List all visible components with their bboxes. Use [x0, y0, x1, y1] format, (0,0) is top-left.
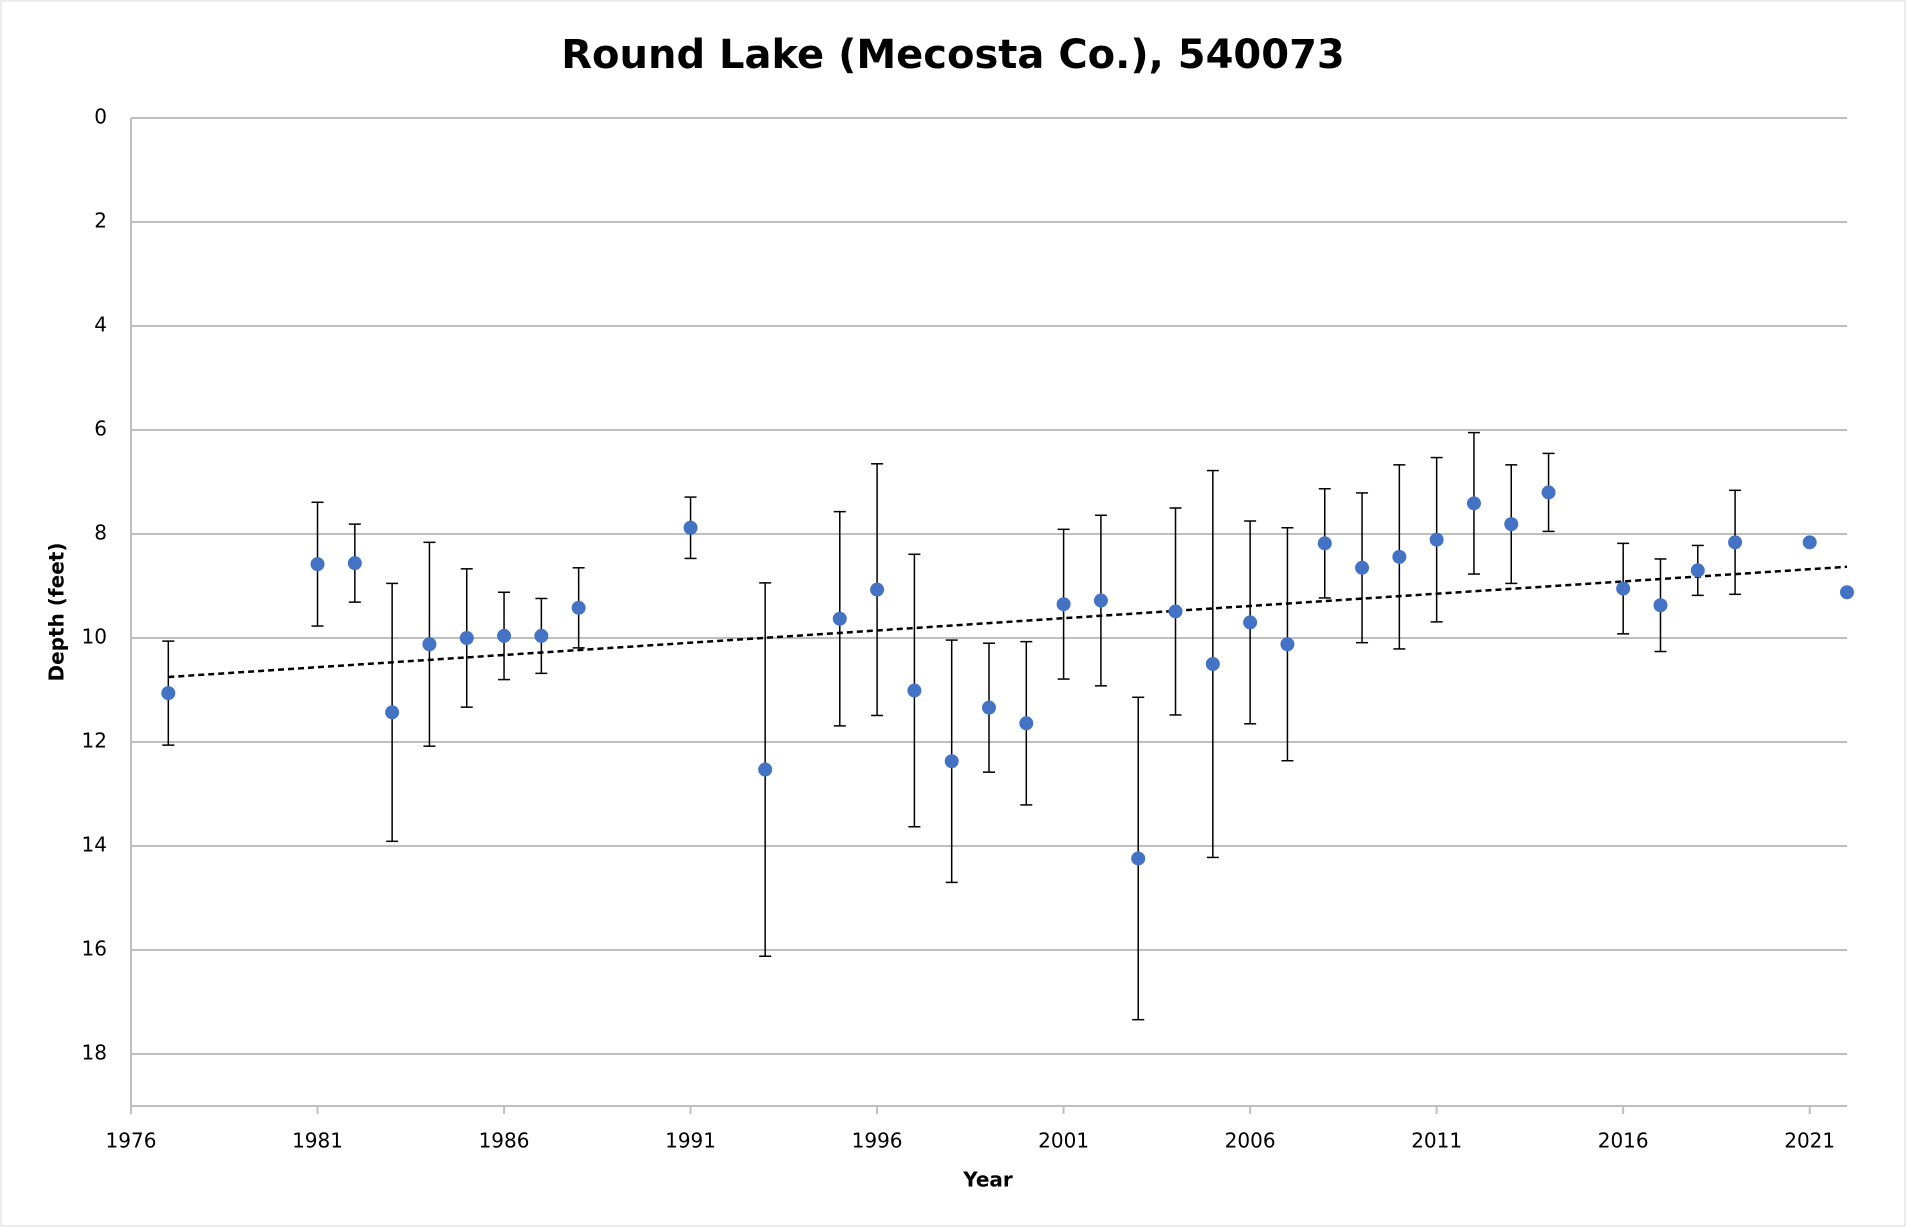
- y-tick-label: 10: [82, 625, 107, 649]
- point: [870, 582, 885, 597]
- y-tick-label: 14: [82, 833, 107, 857]
- point: [1280, 637, 1295, 652]
- point: [1429, 532, 1444, 547]
- x-tick-label: 1976: [106, 1129, 157, 1153]
- x-axis-label: Year: [962, 1168, 1013, 1192]
- point: [1056, 597, 1071, 612]
- x-tick-label: 1981: [292, 1129, 343, 1153]
- point: [1690, 563, 1705, 578]
- point: [310, 557, 325, 572]
- point: [907, 683, 922, 698]
- point: [1355, 560, 1370, 575]
- y-axis-label: Depth (feet): [45, 543, 69, 682]
- point: [1616, 581, 1631, 596]
- point: [1317, 536, 1332, 551]
- point: [1392, 549, 1407, 564]
- point: [534, 628, 549, 643]
- point: [459, 631, 474, 645]
- point: [1168, 604, 1183, 619]
- y-tick-label: 18: [82, 1041, 107, 1065]
- point: [497, 628, 512, 643]
- point: [571, 600, 586, 615]
- y-tick-label: 8: [94, 521, 107, 545]
- point: [982, 700, 996, 715]
- point: [1728, 535, 1743, 550]
- x-tick-label: 2006: [1225, 1129, 1276, 1153]
- point: [347, 556, 362, 571]
- x-tick-label: 2011: [1411, 1129, 1462, 1153]
- point: [422, 637, 437, 652]
- point: [1802, 535, 1817, 550]
- point: [832, 611, 847, 626]
- point: [1466, 496, 1481, 511]
- y-tick-label: 16: [82, 937, 107, 961]
- point: [1019, 716, 1034, 731]
- y-tick-label: 2: [94, 209, 107, 233]
- point: [1541, 485, 1556, 500]
- point: [1243, 615, 1258, 630]
- x-tick-label: 1991: [665, 1129, 716, 1153]
- point: [1093, 593, 1108, 608]
- point: [1840, 585, 1854, 600]
- chart-title: Round Lake (Mecosta Co.), 540073: [561, 32, 1345, 78]
- y-tick-label: 0: [94, 105, 107, 129]
- y-tick-label: 4: [94, 313, 107, 337]
- point: [1504, 517, 1519, 532]
- y-tick-label: 12: [82, 729, 107, 753]
- x-tick-label: 2001: [1038, 1129, 1089, 1153]
- point: [1131, 851, 1146, 866]
- point: [385, 705, 400, 720]
- point: [1653, 598, 1668, 613]
- point: [758, 762, 773, 777]
- point: [683, 520, 698, 535]
- x-tick-label: 1986: [479, 1129, 530, 1153]
- point: [944, 754, 959, 769]
- point: [161, 686, 176, 701]
- x-tick-label: 2021: [1784, 1129, 1835, 1153]
- x-tick-label: 2016: [1598, 1129, 1649, 1153]
- y-tick-label: 6: [94, 417, 107, 441]
- point: [1205, 657, 1220, 671]
- x-tick-label: 1996: [852, 1129, 903, 1153]
- trend-line: [168, 565, 1848, 679]
